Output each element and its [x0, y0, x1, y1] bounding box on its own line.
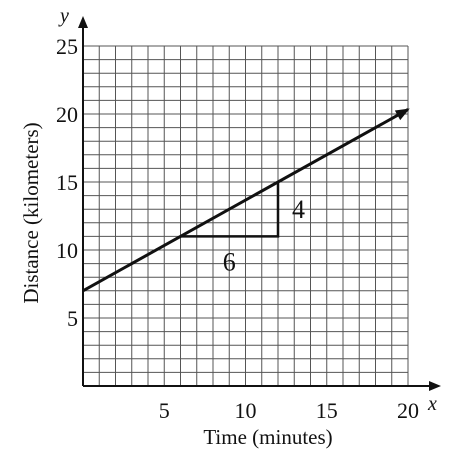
- x-axis-title: Time (minutes): [203, 425, 332, 449]
- slope-triangle-legs: [180, 182, 280, 238]
- series-arrowhead: [394, 108, 410, 121]
- slope-triangle: 64: [180, 182, 305, 276]
- series-line: [82, 108, 409, 293]
- run-label: 6: [223, 247, 236, 276]
- axes: [78, 16, 441, 391]
- y-tick-label: 10: [56, 238, 78, 263]
- x-tick-label: 20: [397, 398, 419, 423]
- y-tick-label: 25: [56, 34, 78, 59]
- rise-label: 4: [292, 195, 305, 224]
- y-tick-label: 5: [67, 306, 78, 331]
- x-tick-label: 5: [159, 398, 170, 423]
- y-tick-label: 20: [56, 102, 78, 127]
- series-layer: [82, 108, 410, 293]
- x-tick-label: 10: [235, 398, 257, 423]
- grid: [82, 45, 409, 387]
- y-axis-title: Distance (kilometers): [19, 122, 43, 303]
- tick-labels: 5 10 15 20 5 10 15 20 25: [56, 34, 419, 423]
- x-tick-label: 15: [316, 398, 338, 423]
- x-variable-label: x: [427, 393, 437, 415]
- y-axis-arrow: [78, 16, 88, 28]
- y-tick-label: 15: [56, 170, 78, 195]
- y-variable-label: y: [58, 5, 69, 27]
- x-axis-arrow: [429, 381, 441, 391]
